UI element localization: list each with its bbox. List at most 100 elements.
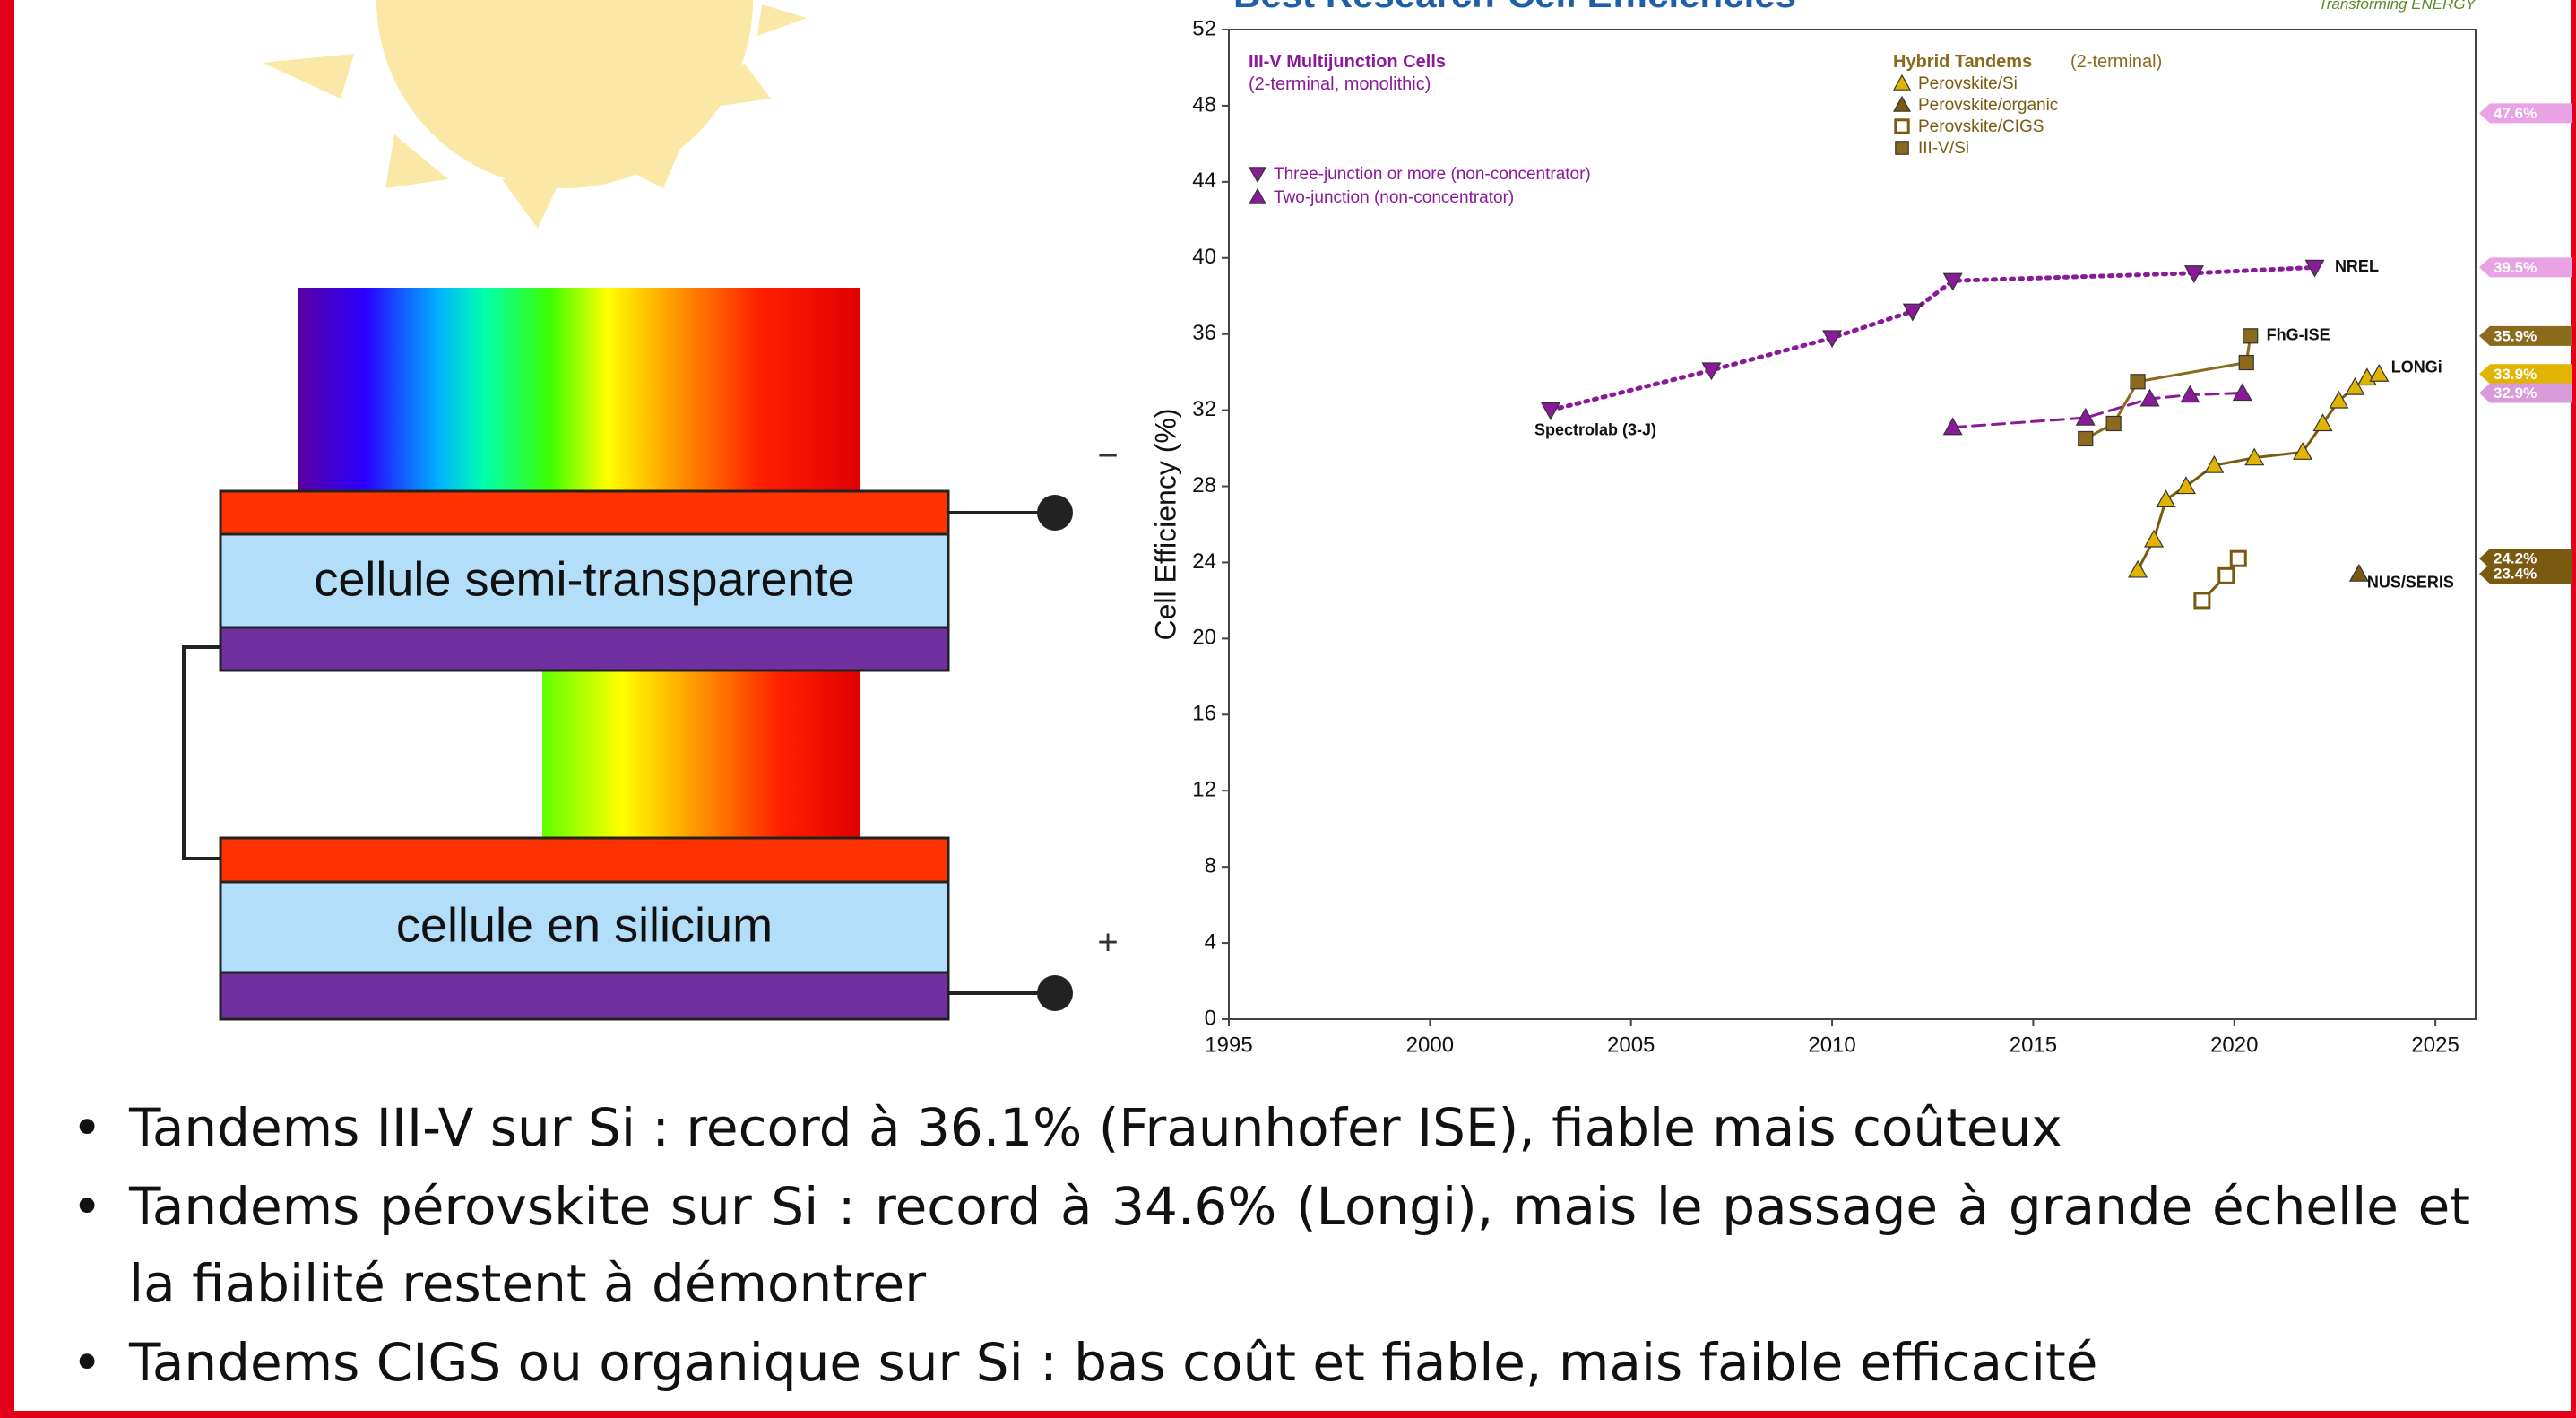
x-tick-label: 2025 (2411, 1033, 2459, 1057)
marker (1248, 167, 1267, 184)
legend-label: Perovskite/CIGS (1918, 117, 2044, 136)
record-tag (2479, 257, 2572, 278)
annotation: NREL (2335, 257, 2379, 275)
y-tick-label: 16 (1192, 702, 1216, 726)
legend-label: Perovskite/Si (1918, 74, 2018, 93)
record-label: 47.6% (2494, 105, 2537, 122)
legend-label: III-V/Si (1918, 139, 1969, 158)
legend-group-subtitle: (2-terminal) (2070, 52, 2162, 72)
record-tag (2479, 325, 2572, 346)
marker (2345, 376, 2365, 395)
marker (1892, 95, 1912, 112)
y-tick-label: 0 (1205, 1006, 1216, 1030)
marker (2183, 265, 2204, 283)
marker (1892, 73, 1912, 91)
marker (2156, 489, 2176, 508)
record-label: 23.4% (2494, 566, 2537, 583)
marker (2312, 413, 2333, 432)
y-axis-label: Cell Efficiency (%) (1149, 408, 1181, 640)
marker (2144, 529, 2165, 548)
y-tick-label: 48 (1192, 92, 1216, 117)
cell-label: cellule semi-transparente (314, 552, 854, 606)
bottom-cell (219, 836, 950, 1021)
annotation: Spectrolab (3-J) (1534, 421, 1656, 439)
y-tick-label: 28 (1192, 473, 1216, 497)
marker (2329, 390, 2349, 409)
y-tick-label: 44 (1192, 169, 1216, 193)
plot-area (1228, 29, 2477, 1020)
y-tick-label: 8 (1205, 853, 1216, 878)
record-label: 24.2% (2494, 550, 2537, 567)
record-tag (2479, 564, 2572, 584)
x-tick-label: 2015 (2010, 1033, 2057, 1057)
marker (2217, 566, 2235, 584)
legend-label: Perovskite/organic (1918, 96, 2058, 115)
marker (1895, 141, 1909, 155)
chart: Best Research-Cell Efficiencies Transform… (1149, 0, 2572, 1057)
x-tick-label: 2000 (1406, 1033, 1454, 1057)
x-tick-label: 2005 (1607, 1033, 1655, 1057)
marker (2193, 592, 2211, 610)
marker (2128, 559, 2148, 578)
legend-group-title: Hybrid Tandems (1893, 52, 2032, 72)
chart-title: Best Research-Cell Efficiencies (1233, 0, 1796, 15)
brand: Transforming ENERGY (2319, 0, 2477, 13)
marker (1822, 330, 1843, 349)
record-label: 39.5% (2494, 259, 2537, 276)
marker (2139, 388, 2160, 407)
cell-label: cellule en silicium (396, 898, 773, 952)
marker (2348, 563, 2369, 582)
annotation: LONGi (2391, 359, 2442, 376)
terminal-sign: − (1097, 437, 1118, 476)
y-tick-label: 20 (1192, 626, 1216, 650)
record-label: 35.9% (2494, 327, 2537, 344)
marker (2204, 454, 2225, 473)
x-tick-label: 2010 (1808, 1033, 1855, 1057)
record-tag (2479, 364, 2572, 385)
record-tag (2479, 103, 2572, 124)
marker (2075, 407, 2096, 426)
y-tick-label: 40 (1192, 245, 1216, 269)
bullet-list: Tandems III-V sur Si : record à 36.1% (F… (72, 1089, 2470, 1403)
record-tag (2479, 549, 2572, 569)
marker (1942, 417, 1963, 436)
legend-group-title: III-V Multijunction Cells (1249, 52, 1446, 72)
sun (263, 0, 807, 229)
y-tick-label: 36 (1192, 321, 1216, 345)
marker (2238, 354, 2254, 371)
x-tick-label: 2020 (2210, 1033, 2258, 1057)
spectrum-filtered (542, 670, 860, 838)
y-tick-label: 52 (1192, 16, 1216, 40)
marker (2175, 476, 2196, 495)
marker (2130, 374, 2146, 390)
record-label: 33.9% (2494, 366, 2537, 383)
annotation: NUS/SERIS (2367, 574, 2454, 592)
record-tag (2479, 383, 2572, 403)
marker (2304, 259, 2325, 278)
annotation: FhG-ISE (2267, 326, 2330, 344)
bullet: Tandems pérovskite sur Si : record à 34.… (72, 1168, 2470, 1322)
legend-group-subtitle: (2-terminal, monolithic) (1249, 74, 1431, 94)
spectrum (298, 288, 860, 493)
x-tick-label: 1995 (1205, 1033, 1252, 1057)
marker (1902, 303, 1923, 322)
record-label: 32.9% (2494, 385, 2537, 402)
legend-label: Two-junction (non-concentrator) (1274, 188, 1514, 207)
marker (2293, 442, 2313, 460)
bullet: Tandems CIGS ou organique sur Si : bas c… (72, 1324, 2470, 1401)
bullet: Tandems III-V sur Si : record à 36.1% (F… (72, 1089, 2470, 1166)
marker (1894, 118, 1910, 134)
legend-label: Three-junction or more (non-concentrator… (1274, 165, 1591, 184)
y-tick-label: 4 (1205, 929, 1216, 954)
marker (2369, 364, 2390, 382)
marker (1248, 187, 1267, 204)
terminal (1037, 975, 1073, 1011)
marker (2105, 415, 2122, 432)
y-tick-label: 12 (1192, 778, 1216, 802)
marker (1540, 402, 1560, 420)
terminal-sign: + (1097, 923, 1118, 963)
marker (2180, 385, 2200, 403)
